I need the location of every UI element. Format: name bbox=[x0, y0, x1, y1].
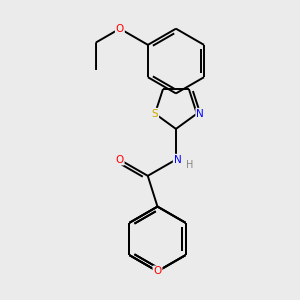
Text: N: N bbox=[196, 109, 204, 119]
Text: O: O bbox=[116, 24, 124, 34]
Text: S: S bbox=[152, 109, 158, 119]
Text: O: O bbox=[153, 266, 162, 276]
Text: H: H bbox=[186, 160, 193, 170]
Text: O: O bbox=[116, 154, 124, 165]
Text: N: N bbox=[174, 154, 182, 165]
